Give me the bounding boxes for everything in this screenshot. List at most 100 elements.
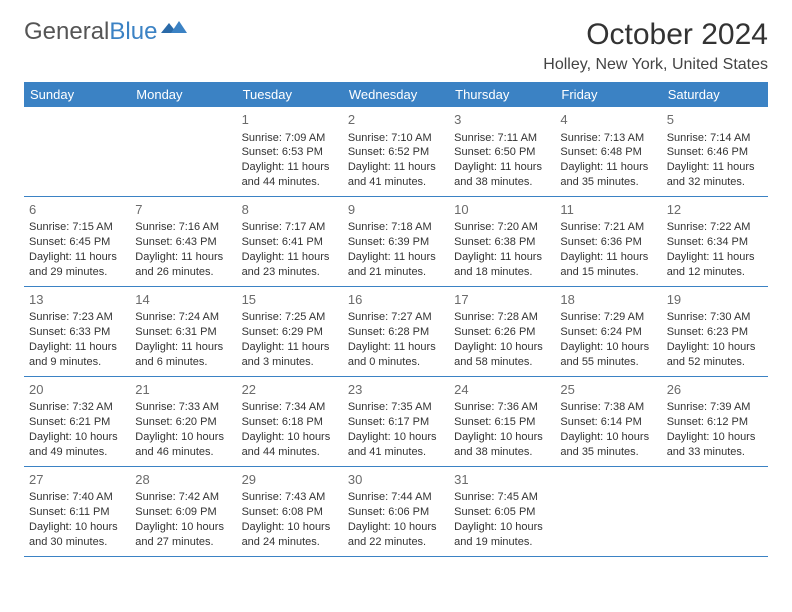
day-number: 18	[560, 291, 656, 309]
sunset-text: Sunset: 6:53 PM	[242, 145, 338, 160]
day-cell: 22Sunrise: 7:34 AMSunset: 6:18 PMDayligh…	[237, 376, 343, 466]
sunrise-text: Sunrise: 7:36 AM	[454, 400, 550, 415]
sunrise-text: Sunrise: 7:13 AM	[560, 131, 656, 146]
daylight-text: Daylight: 10 hours	[242, 520, 338, 535]
daylight-text: and 41 minutes.	[348, 445, 444, 460]
daylight-text: Daylight: 10 hours	[135, 430, 231, 445]
daylight-text: and 24 minutes.	[242, 535, 338, 550]
sunset-text: Sunset: 6:43 PM	[135, 235, 231, 250]
empty-cell	[555, 466, 661, 556]
sunset-text: Sunset: 6:34 PM	[667, 235, 763, 250]
day-number: 11	[560, 201, 656, 219]
sunrise-text: Sunrise: 7:43 AM	[242, 490, 338, 505]
daylight-text: Daylight: 10 hours	[454, 430, 550, 445]
day-cell: 12Sunrise: 7:22 AMSunset: 6:34 PMDayligh…	[662, 196, 768, 286]
daylight-text: Daylight: 11 hours	[242, 340, 338, 355]
daylight-text: Daylight: 10 hours	[348, 520, 444, 535]
daylight-text: and 27 minutes.	[135, 535, 231, 550]
daylight-text: Daylight: 11 hours	[29, 250, 125, 265]
day-header: Thursday	[449, 82, 555, 107]
week-row: 13Sunrise: 7:23 AMSunset: 6:33 PMDayligh…	[24, 286, 768, 376]
week-row: 6Sunrise: 7:15 AMSunset: 6:45 PMDaylight…	[24, 196, 768, 286]
daylight-text: Daylight: 11 hours	[135, 250, 231, 265]
day-cell: 31Sunrise: 7:45 AMSunset: 6:05 PMDayligh…	[449, 466, 555, 556]
sunrise-text: Sunrise: 7:15 AM	[29, 220, 125, 235]
day-header: Sunday	[24, 82, 130, 107]
day-cell: 24Sunrise: 7:36 AMSunset: 6:15 PMDayligh…	[449, 376, 555, 466]
sunrise-text: Sunrise: 7:18 AM	[348, 220, 444, 235]
daylight-text: and 21 minutes.	[348, 265, 444, 280]
daylight-text: and 44 minutes.	[242, 445, 338, 460]
daylight-text: Daylight: 10 hours	[29, 520, 125, 535]
day-cell: 20Sunrise: 7:32 AMSunset: 6:21 PMDayligh…	[24, 376, 130, 466]
day-number: 12	[667, 201, 763, 219]
day-cell: 19Sunrise: 7:30 AMSunset: 6:23 PMDayligh…	[662, 286, 768, 376]
daylight-text: and 58 minutes.	[454, 355, 550, 370]
day-number: 20	[29, 381, 125, 399]
sunset-text: Sunset: 6:26 PM	[454, 325, 550, 340]
daylight-text: Daylight: 11 hours	[242, 250, 338, 265]
day-number: 4	[560, 111, 656, 129]
day-number: 1	[242, 111, 338, 129]
daylight-text: Daylight: 10 hours	[348, 430, 444, 445]
day-cell: 28Sunrise: 7:42 AMSunset: 6:09 PMDayligh…	[130, 466, 236, 556]
day-cell: 8Sunrise: 7:17 AMSunset: 6:41 PMDaylight…	[237, 196, 343, 286]
logo-mark-icon	[161, 16, 187, 44]
sunrise-text: Sunrise: 7:45 AM	[454, 490, 550, 505]
day-header: Tuesday	[237, 82, 343, 107]
daylight-text: and 46 minutes.	[135, 445, 231, 460]
sunset-text: Sunset: 6:45 PM	[29, 235, 125, 250]
calendar-body: 1Sunrise: 7:09 AMSunset: 6:53 PMDaylight…	[24, 107, 768, 556]
sunset-text: Sunset: 6:24 PM	[560, 325, 656, 340]
daylight-text: Daylight: 10 hours	[135, 520, 231, 535]
day-cell: 16Sunrise: 7:27 AMSunset: 6:28 PMDayligh…	[343, 286, 449, 376]
daylight-text: Daylight: 11 hours	[454, 250, 550, 265]
logo-text-1: General	[24, 18, 109, 46]
daylight-text: and 32 minutes.	[667, 175, 763, 190]
sunrise-text: Sunrise: 7:34 AM	[242, 400, 338, 415]
location: Holley, New York, United States	[543, 56, 768, 74]
daylight-text: and 55 minutes.	[560, 355, 656, 370]
day-number: 13	[29, 291, 125, 309]
title-block: October 2024 Holley, New York, United St…	[543, 18, 768, 74]
daylight-text: and 23 minutes.	[242, 265, 338, 280]
sunset-text: Sunset: 6:28 PM	[348, 325, 444, 340]
daylight-text: and 3 minutes.	[242, 355, 338, 370]
sunset-text: Sunset: 6:14 PM	[560, 415, 656, 430]
day-number: 26	[667, 381, 763, 399]
daylight-text: Daylight: 11 hours	[29, 340, 125, 355]
daylight-text: and 22 minutes.	[348, 535, 444, 550]
day-header: Saturday	[662, 82, 768, 107]
daylight-text: and 19 minutes.	[454, 535, 550, 550]
day-number: 23	[348, 381, 444, 399]
day-cell: 13Sunrise: 7:23 AMSunset: 6:33 PMDayligh…	[24, 286, 130, 376]
day-number: 24	[454, 381, 550, 399]
sunset-text: Sunset: 6:18 PM	[242, 415, 338, 430]
day-number: 8	[242, 201, 338, 219]
day-number: 21	[135, 381, 231, 399]
daylight-text: Daylight: 10 hours	[242, 430, 338, 445]
daylight-text: and 41 minutes.	[348, 175, 444, 190]
day-cell: 7Sunrise: 7:16 AMSunset: 6:43 PMDaylight…	[130, 196, 236, 286]
daylight-text: Daylight: 10 hours	[560, 340, 656, 355]
day-cell: 3Sunrise: 7:11 AMSunset: 6:50 PMDaylight…	[449, 107, 555, 196]
empty-cell	[130, 107, 236, 196]
day-cell: 11Sunrise: 7:21 AMSunset: 6:36 PMDayligh…	[555, 196, 661, 286]
sunset-text: Sunset: 6:36 PM	[560, 235, 656, 250]
sunset-text: Sunset: 6:12 PM	[667, 415, 763, 430]
day-cell: 25Sunrise: 7:38 AMSunset: 6:14 PMDayligh…	[555, 376, 661, 466]
daylight-text: and 0 minutes.	[348, 355, 444, 370]
daylight-text: Daylight: 11 hours	[667, 160, 763, 175]
daylight-text: and 33 minutes.	[667, 445, 763, 460]
sunrise-text: Sunrise: 7:32 AM	[29, 400, 125, 415]
daylight-text: Daylight: 11 hours	[135, 340, 231, 355]
sunrise-text: Sunrise: 7:35 AM	[348, 400, 444, 415]
sunset-text: Sunset: 6:31 PM	[135, 325, 231, 340]
sunrise-text: Sunrise: 7:14 AM	[667, 131, 763, 146]
sunset-text: Sunset: 6:09 PM	[135, 505, 231, 520]
sunrise-text: Sunrise: 7:38 AM	[560, 400, 656, 415]
daylight-text: and 12 minutes.	[667, 265, 763, 280]
day-header: Wednesday	[343, 82, 449, 107]
sunset-text: Sunset: 6:33 PM	[29, 325, 125, 340]
sunset-text: Sunset: 6:17 PM	[348, 415, 444, 430]
